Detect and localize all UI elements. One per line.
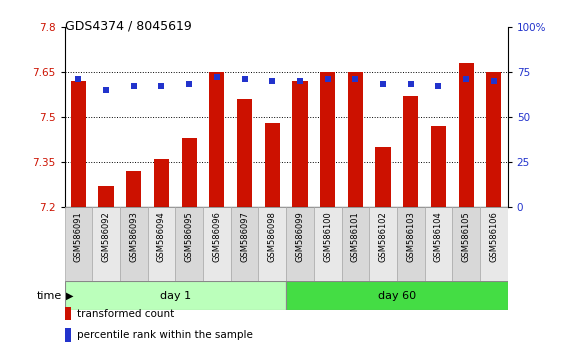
- Bar: [348, 72, 363, 207]
- Bar: [259, 207, 286, 281]
- Text: ▶: ▶: [66, 291, 73, 301]
- Bar: [265, 123, 280, 207]
- Bar: [175, 207, 203, 281]
- Point: [379, 81, 388, 87]
- Text: GSM586100: GSM586100: [323, 211, 332, 262]
- Text: GDS4374 / 8045619: GDS4374 / 8045619: [65, 19, 191, 33]
- Text: GSM586091: GSM586091: [74, 211, 83, 262]
- Point: [240, 76, 249, 82]
- Text: GSM586096: GSM586096: [213, 211, 222, 262]
- Text: time: time: [36, 291, 62, 301]
- Bar: [425, 207, 452, 281]
- Point: [406, 81, 415, 87]
- Text: GSM586099: GSM586099: [296, 211, 305, 262]
- Bar: [148, 207, 176, 281]
- Point: [185, 81, 194, 87]
- Text: GSM586095: GSM586095: [185, 211, 194, 262]
- Point: [296, 78, 305, 84]
- Point: [489, 78, 498, 84]
- Text: GSM586101: GSM586101: [351, 211, 360, 262]
- Bar: [342, 207, 369, 281]
- Bar: [237, 99, 252, 207]
- Text: GSM586105: GSM586105: [462, 211, 471, 262]
- Text: percentile rank within the sample: percentile rank within the sample: [77, 330, 253, 340]
- Text: GSM586098: GSM586098: [268, 211, 277, 262]
- Point: [102, 87, 111, 93]
- Bar: [452, 207, 480, 281]
- Text: day 60: day 60: [378, 291, 416, 301]
- Bar: [431, 126, 446, 207]
- Point: [462, 76, 471, 82]
- Point: [74, 76, 83, 82]
- Bar: [65, 281, 286, 310]
- Bar: [286, 281, 508, 310]
- Point: [351, 76, 360, 82]
- Bar: [203, 207, 231, 281]
- Bar: [65, 207, 92, 281]
- Bar: [286, 207, 314, 281]
- Bar: [120, 207, 148, 281]
- Bar: [71, 81, 86, 207]
- Text: GSM586106: GSM586106: [489, 211, 498, 262]
- Bar: [458, 63, 474, 207]
- Text: GSM586097: GSM586097: [240, 211, 249, 262]
- Text: GSM586092: GSM586092: [102, 211, 111, 262]
- Bar: [92, 207, 120, 281]
- Point: [434, 83, 443, 89]
- Point: [268, 78, 277, 84]
- Bar: [292, 81, 307, 207]
- Bar: [486, 72, 502, 207]
- Text: transformed count: transformed count: [77, 309, 174, 319]
- Point: [213, 74, 222, 80]
- Bar: [209, 72, 224, 207]
- Bar: [375, 147, 390, 207]
- Point: [157, 83, 166, 89]
- Bar: [314, 207, 342, 281]
- Text: GSM586102: GSM586102: [379, 211, 388, 262]
- Bar: [320, 72, 335, 207]
- Point: [323, 76, 332, 82]
- Bar: [403, 96, 419, 207]
- Text: GSM586103: GSM586103: [406, 211, 415, 262]
- Text: GSM586093: GSM586093: [129, 211, 138, 262]
- Bar: [154, 159, 169, 207]
- Text: day 1: day 1: [160, 291, 191, 301]
- Bar: [231, 207, 259, 281]
- Bar: [126, 171, 141, 207]
- Text: GSM586094: GSM586094: [157, 211, 166, 262]
- Text: GSM586104: GSM586104: [434, 211, 443, 262]
- Bar: [480, 207, 508, 281]
- Bar: [397, 207, 425, 281]
- Point: [129, 83, 138, 89]
- Bar: [182, 138, 197, 207]
- Bar: [98, 186, 114, 207]
- Bar: [369, 207, 397, 281]
